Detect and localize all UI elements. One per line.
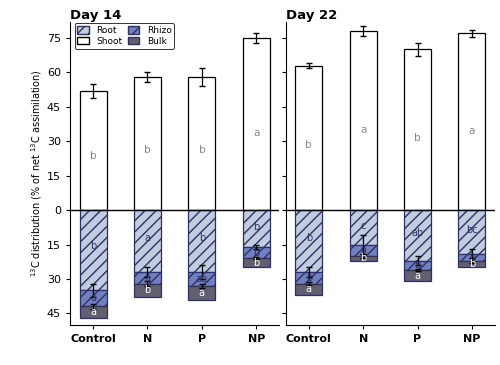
Bar bbox=[242, 258, 270, 268]
Text: a: a bbox=[90, 307, 96, 317]
Bar bbox=[458, 210, 485, 254]
Legend: Root, Shoot, Rhizo, Bulk: Root, Shoot, Rhizo, Bulk bbox=[74, 23, 174, 49]
Text: b: b bbox=[253, 247, 260, 258]
Bar bbox=[350, 245, 376, 256]
Text: a: a bbox=[306, 284, 312, 294]
Text: b: b bbox=[198, 145, 205, 155]
Text: b: b bbox=[90, 151, 96, 161]
Bar bbox=[80, 291, 106, 307]
Text: a: a bbox=[468, 126, 475, 135]
Bar bbox=[134, 272, 161, 284]
Text: b: b bbox=[306, 233, 312, 243]
Bar bbox=[242, 247, 270, 258]
Y-axis label: $^{13}$C distribution (% of net $^{13}$C assimilation): $^{13}$C distribution (% of net $^{13}$C… bbox=[30, 69, 44, 277]
Text: b: b bbox=[360, 253, 366, 263]
Bar bbox=[80, 307, 106, 318]
Text: b: b bbox=[306, 273, 312, 283]
Text: b: b bbox=[198, 233, 205, 243]
Bar bbox=[350, 210, 376, 245]
Bar bbox=[404, 49, 431, 210]
Text: b: b bbox=[469, 252, 475, 262]
Bar bbox=[458, 261, 485, 268]
Text: b: b bbox=[144, 145, 151, 155]
Bar bbox=[134, 77, 161, 210]
Bar bbox=[295, 210, 322, 272]
Text: b: b bbox=[414, 133, 421, 143]
Bar bbox=[458, 33, 485, 210]
Bar bbox=[188, 272, 216, 286]
Bar bbox=[242, 210, 270, 247]
Bar bbox=[242, 38, 270, 210]
Bar bbox=[458, 254, 485, 261]
Text: a: a bbox=[360, 124, 366, 135]
Bar bbox=[134, 210, 161, 272]
Text: b: b bbox=[253, 258, 260, 268]
Bar bbox=[350, 31, 376, 210]
Bar bbox=[404, 210, 431, 261]
Bar bbox=[295, 272, 322, 284]
Bar bbox=[188, 77, 216, 210]
Bar bbox=[80, 210, 106, 291]
Text: bc: bc bbox=[466, 225, 477, 235]
Bar bbox=[404, 270, 431, 281]
Text: Day 22: Day 22 bbox=[286, 9, 337, 22]
Bar bbox=[80, 91, 106, 210]
Text: b: b bbox=[253, 222, 260, 232]
Bar bbox=[188, 210, 216, 272]
Text: a: a bbox=[144, 273, 150, 283]
Text: b: b bbox=[414, 260, 420, 270]
Text: a: a bbox=[144, 233, 150, 243]
Bar bbox=[404, 261, 431, 270]
Text: a: a bbox=[253, 128, 260, 138]
Text: b: b bbox=[90, 241, 96, 251]
Text: a: a bbox=[414, 270, 420, 281]
Text: a: a bbox=[199, 288, 205, 298]
Text: b: b bbox=[469, 259, 475, 269]
Bar bbox=[134, 284, 161, 297]
Text: b: b bbox=[144, 285, 150, 295]
Text: b: b bbox=[306, 140, 312, 150]
Text: ab: ab bbox=[196, 274, 208, 284]
Text: Day 14: Day 14 bbox=[70, 9, 122, 22]
Bar bbox=[295, 65, 322, 210]
Bar bbox=[188, 286, 216, 300]
Bar bbox=[295, 284, 322, 295]
Bar bbox=[350, 256, 376, 261]
Text: c: c bbox=[360, 220, 366, 231]
Text: a: a bbox=[90, 293, 96, 303]
Text: a: a bbox=[360, 245, 366, 255]
Text: ab: ab bbox=[412, 228, 424, 238]
